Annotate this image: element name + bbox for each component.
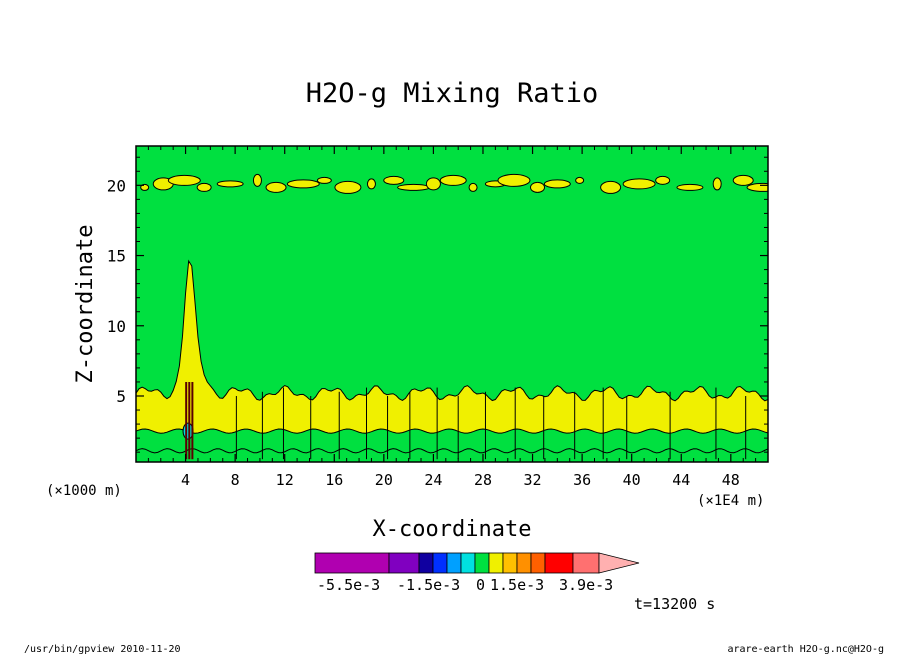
upper-layer-blob [425, 177, 441, 191]
x-tick-label: 4 [181, 471, 190, 489]
upper-layer-blob [366, 178, 376, 190]
upper-layer-blob [286, 179, 320, 189]
y-tick-label: 20 [107, 176, 126, 195]
upper-layer-blob [216, 180, 244, 188]
colorbar-extension-arrow [598, 552, 640, 574]
upper-layer-blob [397, 183, 431, 191]
x-tick-label: 36 [573, 471, 591, 489]
upper-layer-blob [468, 182, 478, 192]
colorbar-tick-label: -1.5e-3 [397, 576, 460, 594]
plot-area [136, 146, 768, 462]
colorbar-segment [388, 552, 420, 574]
colorbar-segment [544, 552, 574, 574]
x-tick-label: 44 [672, 471, 690, 489]
upper-layer-blob [316, 176, 332, 184]
x-tick-label: 20 [375, 471, 393, 489]
x-axis-label: X-coordinate [373, 517, 532, 542]
upper-layer-blob [383, 175, 405, 185]
x-tick-label: 28 [474, 471, 492, 489]
time-label: t=13200 s [634, 595, 715, 613]
upper-layer-blob [530, 181, 546, 193]
x-tick-label: 40 [623, 471, 641, 489]
upper-layer-blob [712, 177, 722, 191]
upper-layer-blob [334, 180, 362, 194]
colorbar-tick-label: 1.5e-3 [490, 576, 544, 594]
x-unit-left: (×1000 m) [46, 483, 122, 499]
colorbar-tick-label: 3.9e-3 [559, 576, 613, 594]
colorbar-segment [314, 552, 390, 574]
colorbar-segment [418, 552, 434, 574]
lower-contour [136, 448, 768, 454]
colorbar [314, 552, 640, 574]
colorbar-segment [530, 552, 546, 574]
upper-layer-blob [167, 174, 201, 186]
upper-layer-blob [732, 174, 754, 186]
y-tick-label: 10 [107, 317, 126, 336]
upper-layer-blob [265, 181, 287, 193]
y-tick-label: 15 [107, 247, 126, 266]
y-axis-label: Z-coordinate [73, 225, 98, 384]
colorbar-segment [516, 552, 532, 574]
y-tick-label: 5 [116, 387, 126, 406]
x-unit-right: (×1E4 m) [697, 493, 764, 509]
colorbar-tick-label: 0 [476, 576, 485, 594]
upper-layer-blob [196, 182, 212, 192]
chart-title: H2O-g Mixing Ratio [306, 78, 599, 109]
x-tick-label: 32 [524, 471, 542, 489]
upper-layer-blob [676, 183, 704, 191]
upper-layer-blob [622, 178, 656, 190]
plot-frame [135, 145, 769, 463]
x-tick-label: 12 [276, 471, 294, 489]
upper-layer-blob [140, 183, 150, 191]
upper-layer-blob [575, 176, 585, 184]
upper-layer-blob [600, 180, 622, 194]
upper-layer-blob [252, 173, 262, 187]
x-tick-label: 16 [325, 471, 343, 489]
colorbar-segment [474, 552, 490, 574]
upper-layer-blob [543, 179, 571, 189]
colorbar-tick-label: -5.5e-3 [317, 576, 380, 594]
upper-layer-blob [497, 173, 531, 187]
footer-right: arare-earth_H2O-g.nc@H2O-g [727, 644, 884, 654]
upper-layer-blob [439, 174, 467, 186]
x-tick-label: 24 [424, 471, 442, 489]
colorbar-segment [460, 552, 476, 574]
colorbar-segment [572, 552, 600, 574]
colorbar-segment [488, 552, 504, 574]
upper-layer-blob [746, 182, 768, 192]
upper-layer-blob [655, 175, 671, 185]
colorbar-segment [432, 552, 448, 574]
footer-left: /usr/bin/gpview 2010-11-20 [24, 644, 181, 654]
x-tick-label: 48 [722, 471, 740, 489]
colorbar-segment [502, 552, 518, 574]
field-band-yellow [136, 259, 768, 434]
x-tick-label: 8 [231, 471, 240, 489]
colorbar-segment [446, 552, 462, 574]
